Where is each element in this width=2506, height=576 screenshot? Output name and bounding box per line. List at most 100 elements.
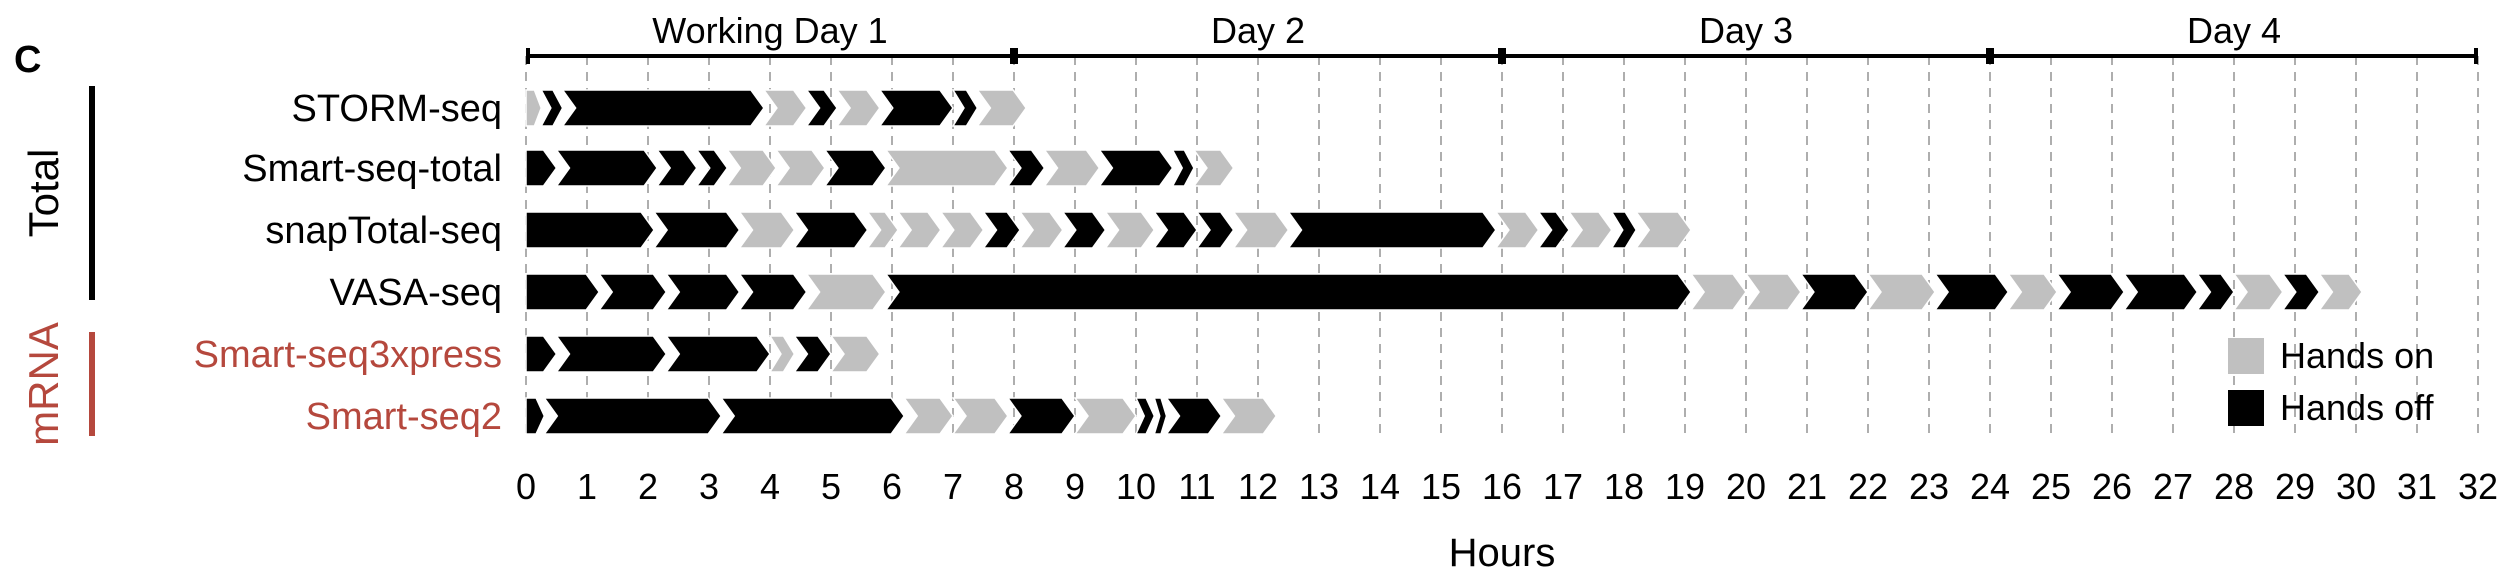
bar-segment [1744,273,1802,311]
bar-segment [1097,149,1174,187]
bar-segment [902,397,954,435]
bar-segment [768,335,796,373]
bar-segment [774,149,826,187]
x-tick-label: 12 [1238,466,1278,507]
row-label: snapTotal-seq [265,210,502,252]
bar-segment [1006,149,1046,187]
legend-label: Hands on [2280,335,2434,376]
bar-segment [805,273,887,311]
bar-segment [597,273,668,311]
x-tick-label: 11 [1178,466,1215,507]
bar-segment [1537,211,1571,249]
bar-segment [738,211,796,249]
bar-segment [525,149,558,187]
row-labels: STORM-seq Smart-seq-total snapTotal-seq VAS… [194,88,502,438]
bar-segment [792,211,869,249]
bar-segment [525,335,558,373]
group-label: mRNA [20,322,67,446]
legend-swatch [2228,338,2264,374]
bar-segment [1799,273,1869,311]
x-tick-label: 18 [1604,466,1644,507]
bar-segment [1494,211,1540,249]
x-axis: 0 1 2 3 4 5 6 7 8 9 10 11 12 13 14 15 16 17 18 19 20 21 22 23 24… [516,466,2498,575]
bar-segment [2317,273,2364,311]
x-tick-label: 15 [1421,466,1461,507]
x-tick-label: 3 [699,466,719,507]
row-label: Smart-seq2 [306,396,502,438]
x-tick-label: 20 [1726,466,1766,507]
x-tick-label: 26 [2092,466,2132,507]
bar-segment [1134,397,1156,435]
x-tick-label: 30 [2336,466,2376,507]
x-tick-label: 2 [638,466,658,507]
x-tick-label: 21 [1787,466,1827,507]
x-tick-label: 25 [2031,466,2071,507]
bar-segment [695,149,729,187]
bar-segment [555,335,668,373]
bar-segment [823,149,887,187]
x-tick-label: 0 [516,466,536,507]
bar-segment [1073,397,1137,435]
x-tick-label: 4 [760,466,780,507]
panel-label: C [14,39,41,81]
x-tick-label: 19 [1665,466,1705,507]
bar-segment [2055,273,2126,311]
bar-segment [878,89,954,127]
x-tick-label: 7 [943,466,963,507]
x-tick-label: 24 [1970,466,2010,507]
x-tick-label: 9 [1065,466,1085,507]
bar-segment [542,397,723,435]
bar-segment [1689,273,1747,311]
bar-segment [738,273,808,311]
bar-segment [884,273,1693,311]
bar-segment [1192,149,1235,187]
x-tick-label: 13 [1299,466,1339,507]
day-brackets: Working Day 1 Day 2 Day 3 Day 4 [526,10,2478,64]
bar-segment [1866,273,1937,311]
row-label: VASA-seq [330,272,502,314]
x-tick-label: 5 [821,466,841,507]
bar-segment [1634,211,1693,249]
bar-segment [1043,149,1101,187]
bar-segment [829,335,881,373]
x-tick-label: 17 [1543,466,1583,507]
x-tick-label: 14 [1360,466,1400,507]
group-label: Total [20,149,67,238]
day-label: Day 2 [1211,10,1305,51]
x-tick-label: 10 [1116,466,1156,507]
bar-segment [762,89,808,127]
bar-segment [1153,397,1168,435]
row-label: Smart-seq3xpress [194,334,502,376]
x-tick-label: 23 [1909,466,1949,507]
group-labels: Total mRNA [20,86,95,446]
row-label: STORM-seq [292,88,502,130]
x-tick-label: 1 [577,466,597,507]
bar-segment [664,273,741,311]
x-tick-label: 16 [1482,466,1522,507]
bar-segment [2006,273,2059,311]
x-tick-label: 22 [1848,466,1888,507]
x-tick-label: 8 [1004,466,1024,507]
bar-segment [1018,211,1064,249]
bar-segment [1567,211,1613,249]
bar-segment [1287,211,1497,249]
bar-segment [1061,211,1107,249]
bar-segment [652,211,741,249]
bar-segment [539,89,564,127]
bar-segment [982,211,1022,249]
bar-segment [1219,397,1278,435]
bar-segment [725,149,778,187]
x-tick-label: 31 [2397,466,2437,507]
row-label: Smart-seq-total [242,148,502,190]
bar-segment [792,335,832,373]
bar-segment [951,89,979,127]
day-label: Working Day 1 [652,10,887,51]
bar-segment [866,211,900,249]
bar-segment [525,211,656,249]
bar-segment [2122,273,2199,311]
x-tick-label: 29 [2275,466,2315,507]
bar-segment [1165,397,1223,435]
legend-swatch [2228,390,2264,426]
legend: Hands on Hands off [2228,335,2434,428]
bar-segment [805,89,839,127]
